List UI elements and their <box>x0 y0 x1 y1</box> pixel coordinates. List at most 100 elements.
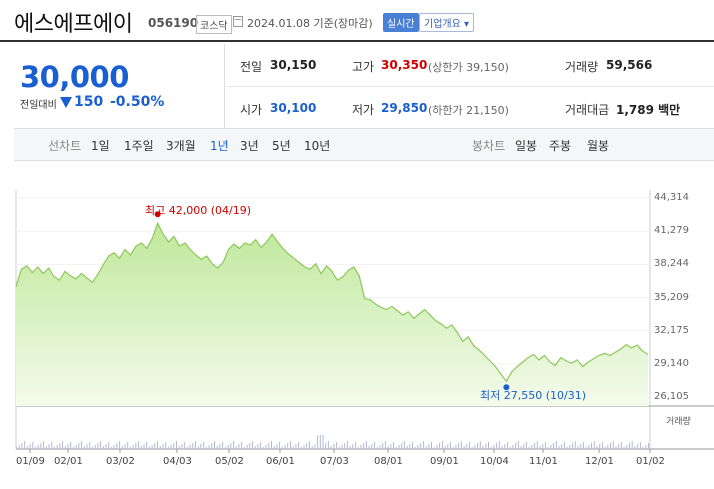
company-info-button[interactable]: 기업개요 ▾ <box>419 13 474 32</box>
volume-bar <box>70 442 72 449</box>
prev-label: 전일 <box>240 60 263 74</box>
volume-bar <box>531 445 533 449</box>
volume-bar <box>21 443 23 449</box>
volume-bar <box>509 447 511 449</box>
volume-bar <box>227 445 229 449</box>
volume-bar <box>24 441 26 449</box>
tab-3m[interactable]: 3개월 <box>166 139 196 153</box>
volume-bar <box>45 446 47 449</box>
tab-1d[interactable]: 1일 <box>91 139 110 153</box>
volume-bar <box>330 446 332 449</box>
volume-bar <box>54 447 55 449</box>
prev-value: 30,150 <box>270 58 317 72</box>
change-value: 150 <box>74 94 104 110</box>
volume-bar <box>43 441 45 449</box>
volume-bar <box>620 442 622 449</box>
volume-bar <box>344 443 346 449</box>
tab-3y[interactable]: 3년 <box>240 139 259 153</box>
price-line <box>15 221 649 383</box>
volume-bar <box>26 446 28 449</box>
volume-bar <box>629 443 630 449</box>
x-tick-label: 06/01 <box>266 456 295 467</box>
volume-bar <box>539 446 541 449</box>
volume-bar <box>135 443 137 449</box>
high-label: 고가 <box>352 60 375 74</box>
tab-daily[interactable]: 일봉 <box>515 139 538 153</box>
volume-bar <box>352 444 354 449</box>
volume-bar <box>441 441 443 449</box>
volume-bar <box>387 446 389 449</box>
volume-bar <box>409 444 411 449</box>
volume-bar <box>184 442 186 449</box>
volume-bar <box>178 446 180 449</box>
volume-bar <box>16 447 17 449</box>
volume-bar <box>458 443 460 449</box>
tab-monthly[interactable]: 월봉 <box>587 139 610 153</box>
down-triangle-icon <box>60 97 72 108</box>
volume-bar <box>102 446 104 449</box>
realtime-button[interactable]: 실시간 <box>383 13 419 32</box>
volume-bar <box>582 442 584 449</box>
base-date: 2024.01.08 기준(장마감) <box>247 17 373 30</box>
volume-bar <box>591 443 592 449</box>
volume-bar <box>574 441 576 449</box>
tab-5y[interactable]: 5년 <box>272 139 291 153</box>
volume-bar <box>308 441 310 449</box>
volume-bar <box>51 442 53 449</box>
tab-10y[interactable]: 10년 <box>304 139 331 153</box>
volume-bar <box>262 447 264 449</box>
volume-bar <box>515 443 517 449</box>
volume-bar <box>157 441 158 449</box>
tab-1w[interactable]: 1주일 <box>124 139 154 153</box>
volume-bar <box>523 444 525 449</box>
volume-bar <box>105 444 107 449</box>
volume-bar <box>89 442 91 449</box>
volume-bar <box>170 445 172 449</box>
market-badge: 코스닥 <box>196 15 232 34</box>
volume-bar <box>129 447 131 449</box>
volume-bar <box>414 447 416 449</box>
volume-bar <box>368 446 370 449</box>
volume-bar <box>322 435 324 449</box>
volume-bar <box>311 446 313 449</box>
min-label: 최저 27,550 (10/31) <box>480 389 587 402</box>
volume-bar <box>81 441 83 449</box>
change-percent: -0.50% <box>110 94 165 110</box>
volume-bar <box>203 442 205 449</box>
tab-1y[interactable]: 1년 <box>210 139 229 153</box>
volume-bar <box>29 444 31 449</box>
volume-bar <box>138 441 140 449</box>
volume-bar <box>167 447 169 449</box>
volume-bar <box>588 445 590 449</box>
volume-bar <box>214 441 215 449</box>
volume-bar <box>327 441 329 449</box>
candle-chart-label: 봉차트 <box>472 139 506 153</box>
volume-bar <box>547 447 549 449</box>
volume-bar <box>67 444 69 449</box>
volume-bar <box>637 444 639 449</box>
volume-bar <box>615 446 617 449</box>
volume-bar <box>319 435 321 449</box>
volume-bar <box>306 443 308 449</box>
volume-bar <box>563 442 565 449</box>
volume-bar <box>265 445 267 449</box>
volume-bar <box>403 441 405 449</box>
current-price: 30,000 <box>20 60 129 94</box>
volume-bar <box>645 445 647 449</box>
volume-bar <box>477 443 479 449</box>
volume-bar <box>534 443 536 449</box>
open-label: 시가 <box>240 103 263 117</box>
x-tick-label: 04/03 <box>163 456 192 467</box>
volume-bar <box>599 444 601 449</box>
volume-bar <box>466 444 468 449</box>
volume-bar <box>512 445 514 449</box>
tab-weekly[interactable]: 주봉 <box>549 139 572 153</box>
price-chart <box>15 190 714 453</box>
volume-bar <box>143 444 145 449</box>
volume-axis-label: 거래량 <box>666 417 691 427</box>
volume-bar <box>338 447 340 449</box>
volume-bar <box>317 435 319 449</box>
volume-bar <box>360 445 362 449</box>
volume-bar <box>252 441 253 449</box>
volume-bar <box>488 442 489 449</box>
